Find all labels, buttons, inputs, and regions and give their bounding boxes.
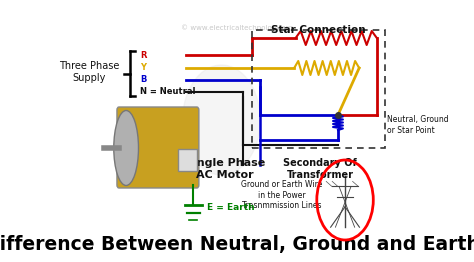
Bar (252, 30, 385, 148)
Text: Difference Between Neutral, Ground and Earth?: Difference Between Neutral, Ground and E… (0, 235, 474, 254)
Text: Y: Y (140, 63, 146, 73)
Text: Secondary Of
Transformer: Secondary Of Transformer (283, 158, 357, 179)
Text: B: B (140, 75, 146, 85)
Text: N = Neutral: N = Neutral (140, 88, 196, 96)
Text: Neutral, Ground
or Star Point: Neutral, Ground or Star Point (387, 115, 449, 135)
Text: E = Earth: E = Earth (207, 203, 255, 211)
Text: Star Connection: Star Connection (271, 25, 366, 35)
Ellipse shape (114, 111, 138, 185)
Text: Single Phase
AC Motor: Single Phase AC Motor (185, 158, 265, 179)
FancyBboxPatch shape (117, 107, 199, 188)
Circle shape (182, 65, 260, 175)
Text: Three Phase
Supply: Three Phase Supply (59, 61, 119, 83)
Text: R: R (140, 51, 147, 59)
FancyBboxPatch shape (178, 149, 198, 171)
Text: Ground or Earth Wire
in the Power
Trasnmmission Lines: Ground or Earth Wire in the Power Trasnm… (241, 180, 322, 210)
Text: © www.electricaltechnology.org: © www.electricaltechnology.org (181, 25, 293, 31)
